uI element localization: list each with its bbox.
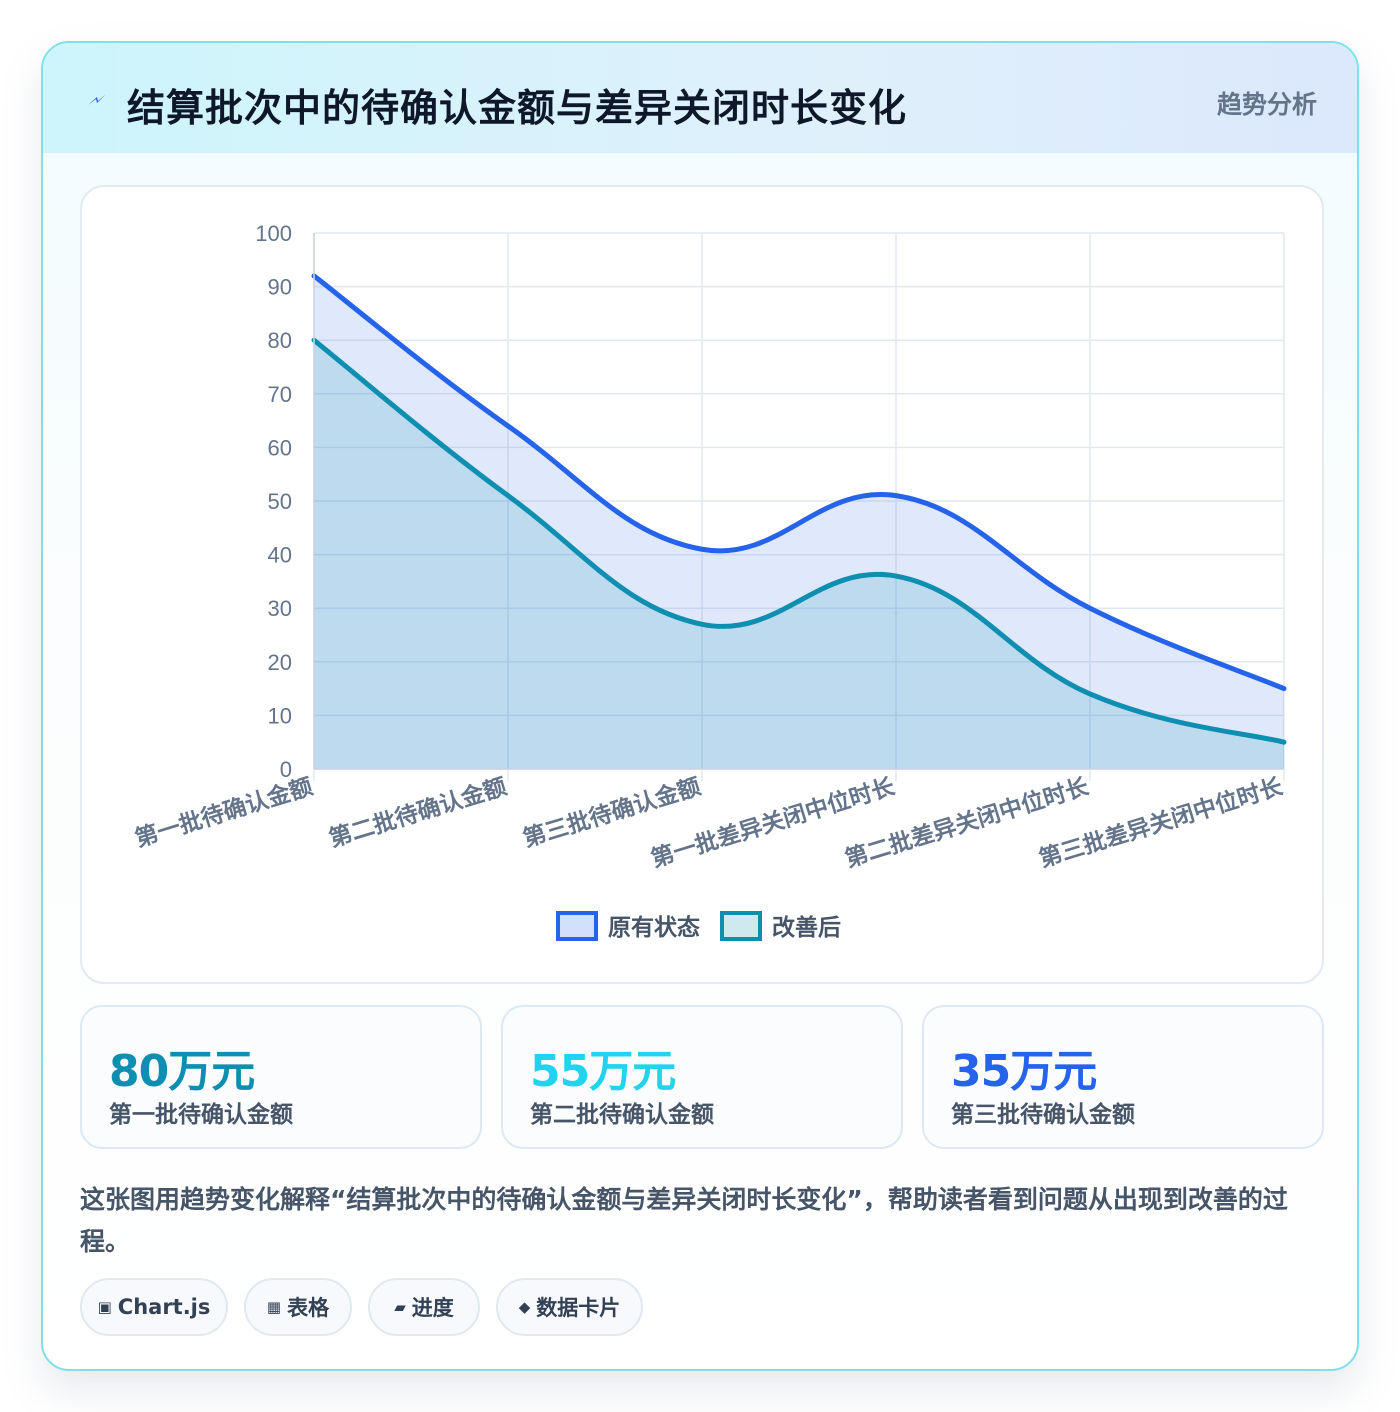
legend-swatch <box>556 911 598 941</box>
stat-label: 第二批待确认金额 <box>530 1102 714 1128</box>
y-tick-label: 30 <box>268 596 292 621</box>
y-tick-label: 70 <box>268 382 292 407</box>
legend-label: 改善后 <box>772 914 841 941</box>
stat-card-1: 80万元 第一批待确认金额 <box>80 1005 482 1149</box>
x-tick-label: 第二批待确认金额 <box>326 773 510 853</box>
y-tick-label: 20 <box>268 650 292 675</box>
chip-label: Chart.js <box>117 1295 211 1319</box>
stat-card-3: 35万元 第三批待确认金额 <box>922 1005 1324 1149</box>
x-tick-label: 第一批待确认金额 <box>132 773 316 853</box>
y-tick-label: 90 <box>268 275 292 300</box>
chip-label: 进度 <box>411 1296 454 1320</box>
stat-label: 第三批待确认金额 <box>951 1102 1135 1128</box>
chip-label: 数据卡片 <box>536 1296 621 1320</box>
chart-icon: ▣ <box>97 1298 112 1316</box>
series-line <box>311 273 1287 692</box>
chip-data-card[interactable]: ◆ 数据卡片 <box>496 1278 643 1336</box>
progress-icon: ▰ <box>394 1298 406 1316</box>
chip-progress[interactable]: ▰ 进度 <box>368 1278 480 1336</box>
category-tag: 趋势分析 <box>1216 90 1317 119</box>
legend-swatch <box>720 911 762 941</box>
card-header: 结算批次中的待确认金额与差异关闭时长变化 趋势分析 <box>43 43 1357 153</box>
y-tick-label: 0 <box>280 757 292 782</box>
series-line <box>311 337 1287 745</box>
y-tick-label: 100 <box>255 221 292 246</box>
stat-card-2: 55万元 第二批待确认金额 <box>501 1005 903 1149</box>
legend-label: 原有状态 <box>608 914 700 941</box>
y-tick-label: 60 <box>268 435 292 460</box>
y-tick-label: 40 <box>268 543 292 568</box>
stat-label: 第一批待确认金额 <box>109 1102 293 1128</box>
series-area <box>314 340 1284 769</box>
table-icon: ▦ <box>266 1298 282 1316</box>
chart-description: 这张图用趋势变化解释“结算批次中的待确认金额与差异关闭时长变化”，帮助读者看到问… <box>80 1185 1288 1256</box>
stat-value: 55万元 <box>530 1046 676 1097</box>
lightning-icon <box>88 94 106 105</box>
y-tick-label: 50 <box>268 489 292 514</box>
stat-value: 35万元 <box>951 1046 1097 1097</box>
card-icon: ◆ <box>518 1298 531 1316</box>
chip-table[interactable]: ▦ 表格 <box>244 1278 352 1336</box>
chip-chartjs[interactable]: ▣ Chart.js <box>80 1278 228 1336</box>
chip-label: 表格 <box>287 1296 330 1320</box>
y-tick-label: 80 <box>268 328 292 353</box>
y-tick-label: 10 <box>268 703 292 728</box>
series-area <box>314 275 1284 769</box>
chart-panel: 0 10 20 30 40 50 60 70 80 90 100 第一批待确认金额 第二批待确认金额 第三… <box>80 185 1324 984</box>
page-title: 结算批次中的待确认金额与差异关闭时长变化 <box>127 86 908 130</box>
chart-card: 结算批次中的待确认金额与差异关闭时长变化 趋势分析 0 10 20 30 40 50 60 7… <box>41 41 1359 1371</box>
stat-value: 80万元 <box>109 1046 255 1097</box>
